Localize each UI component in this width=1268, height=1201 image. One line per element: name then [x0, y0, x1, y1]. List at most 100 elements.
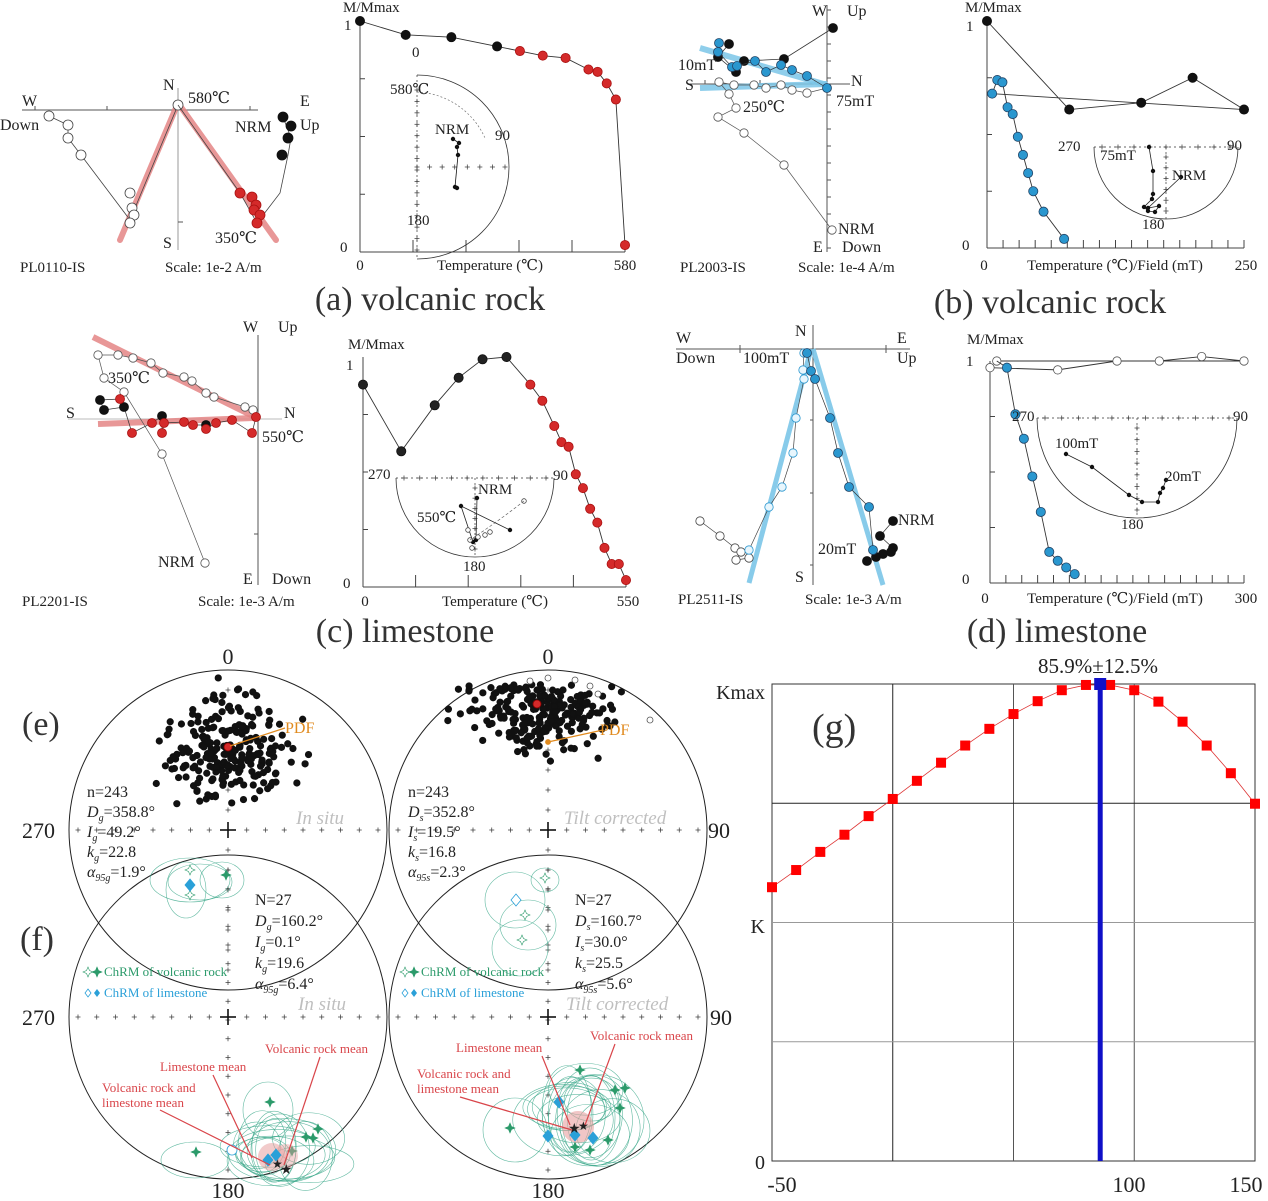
inset-point: [1150, 168, 1156, 174]
red-point: [201, 424, 211, 434]
site-direction-point: [560, 746, 568, 754]
site-direction-point: [567, 681, 576, 689]
inset-label: 180: [1142, 217, 1165, 233]
step-label: 550℃: [262, 429, 304, 446]
site-direction-point: [489, 694, 497, 702]
legend-volcanic: ChRM of volcanic rock: [104, 964, 228, 979]
inset-label: 550℃: [417, 510, 456, 526]
stat-subscript: s: [415, 853, 419, 864]
site-direction-point: [214, 715, 223, 723]
inset-label: 180: [1121, 517, 1144, 533]
x-tick-label: 0: [361, 594, 369, 610]
inset-point: [1139, 499, 1145, 505]
confidence-circle: [251, 1110, 297, 1183]
stat-symbol: n=243: [408, 784, 449, 801]
stat-f_tilt: α95s=5.6°: [575, 976, 633, 996]
stat-value: =160.2°: [272, 913, 323, 930]
site-direction-point: [174, 773, 183, 782]
site-direction-point: [512, 734, 520, 742]
red-point: [211, 418, 221, 428]
up-label: Up: [278, 319, 298, 336]
data-point: [570, 469, 581, 480]
combined-mean-label: Volcanic rock and: [102, 1080, 196, 1095]
site-direction-point: [289, 744, 297, 753]
site-direction-point: [209, 775, 217, 783]
open-point: [713, 112, 723, 122]
open-point: [240, 402, 250, 412]
site-direction-point: [576, 725, 584, 733]
limestone-chrm-point: [270, 1148, 282, 1162]
stat-value: =30.0°: [584, 934, 627, 951]
limestone-chrm-point: [542, 1129, 554, 1143]
data-point: [1069, 569, 1080, 580]
data-point: [985, 363, 995, 373]
y-tick-label: 0: [340, 240, 348, 256]
site-direction-point: [224, 762, 232, 770]
fit-line-vertical: [91, 334, 257, 420]
black-point: [888, 516, 898, 526]
site-direction-point: [218, 708, 226, 716]
data-point: [477, 354, 488, 365]
g-data-point: [1080, 679, 1091, 690]
blue-point: [822, 83, 832, 93]
confidence-circle: [484, 871, 546, 929]
inset-point: [458, 503, 464, 509]
site-direction-point: [606, 701, 615, 709]
red-point: [247, 428, 257, 438]
in-situ-label: In situ: [297, 994, 346, 1015]
site-direction-point: [244, 712, 252, 720]
site-direction-point: [496, 698, 504, 706]
x-tick-label: 580: [614, 258, 637, 274]
stat-f_insitu: N=27: [255, 892, 292, 909]
data-point: [1044, 546, 1055, 557]
inset-point: [1155, 499, 1161, 505]
stat-subscript: g: [92, 833, 97, 844]
step-label: 20mT: [818, 541, 856, 558]
stat-f_tilt: ks=25.5: [575, 955, 623, 975]
site-direction-point: [278, 731, 286, 739]
stat-subscript: g: [94, 853, 99, 864]
step-label: 350℃: [108, 370, 150, 387]
open-point: [695, 516, 705, 526]
volcanic-mean-label: Volcanic rock mean: [265, 1041, 368, 1056]
stat-symbol: I: [574, 934, 581, 951]
site-direction-point: [209, 694, 217, 703]
site-direction-point: [211, 791, 220, 799]
scale-label: Scale: 1e-4 A/m: [798, 260, 895, 276]
data-point: [1064, 104, 1075, 115]
data-point: [987, 88, 998, 99]
site-direction-point: [496, 685, 504, 693]
data-point: [549, 420, 560, 431]
in-situ-label: In situ: [295, 808, 344, 829]
site-direction-point: [173, 800, 181, 808]
volcanic-chrm-point: [300, 1131, 312, 1143]
y-axis-label: M/Mmax: [965, 0, 1022, 16]
site-direction-point: [233, 686, 242, 694]
confidence-circle: [255, 1118, 297, 1183]
stat-value: =0.1°: [265, 934, 300, 951]
blue-point: [787, 65, 797, 75]
data-point: [354, 15, 365, 26]
stat-symbol: D: [86, 804, 99, 821]
limestone-chrm-point: [569, 1128, 581, 1142]
stat-value: =49.2°: [97, 824, 140, 841]
site-direction-point: [473, 707, 481, 715]
y-axis-label: M/Mmax: [343, 0, 400, 16]
panel-caption: (c) limestone: [316, 613, 494, 650]
open-point: [714, 77, 724, 87]
site-direction-point: [170, 764, 179, 773]
site-direction-point: [456, 710, 464, 718]
step-label: 580℃: [188, 90, 230, 107]
blue-point: [713, 47, 723, 57]
site-direction-point: [193, 751, 201, 760]
g-data-point: [1250, 798, 1260, 809]
site-direction-point: [219, 726, 227, 735]
data-point: [620, 240, 631, 251]
site-direction-point: [228, 799, 236, 807]
legend-limestone-open-icon: [84, 988, 92, 998]
scale-label: Scale: 1e-2 A/m: [165, 260, 262, 276]
site-direction-point: [594, 754, 602, 762]
inset-a-semicircle: [416, 74, 510, 260]
site-direction-point: [249, 688, 257, 696]
g-data-point: [863, 811, 874, 822]
